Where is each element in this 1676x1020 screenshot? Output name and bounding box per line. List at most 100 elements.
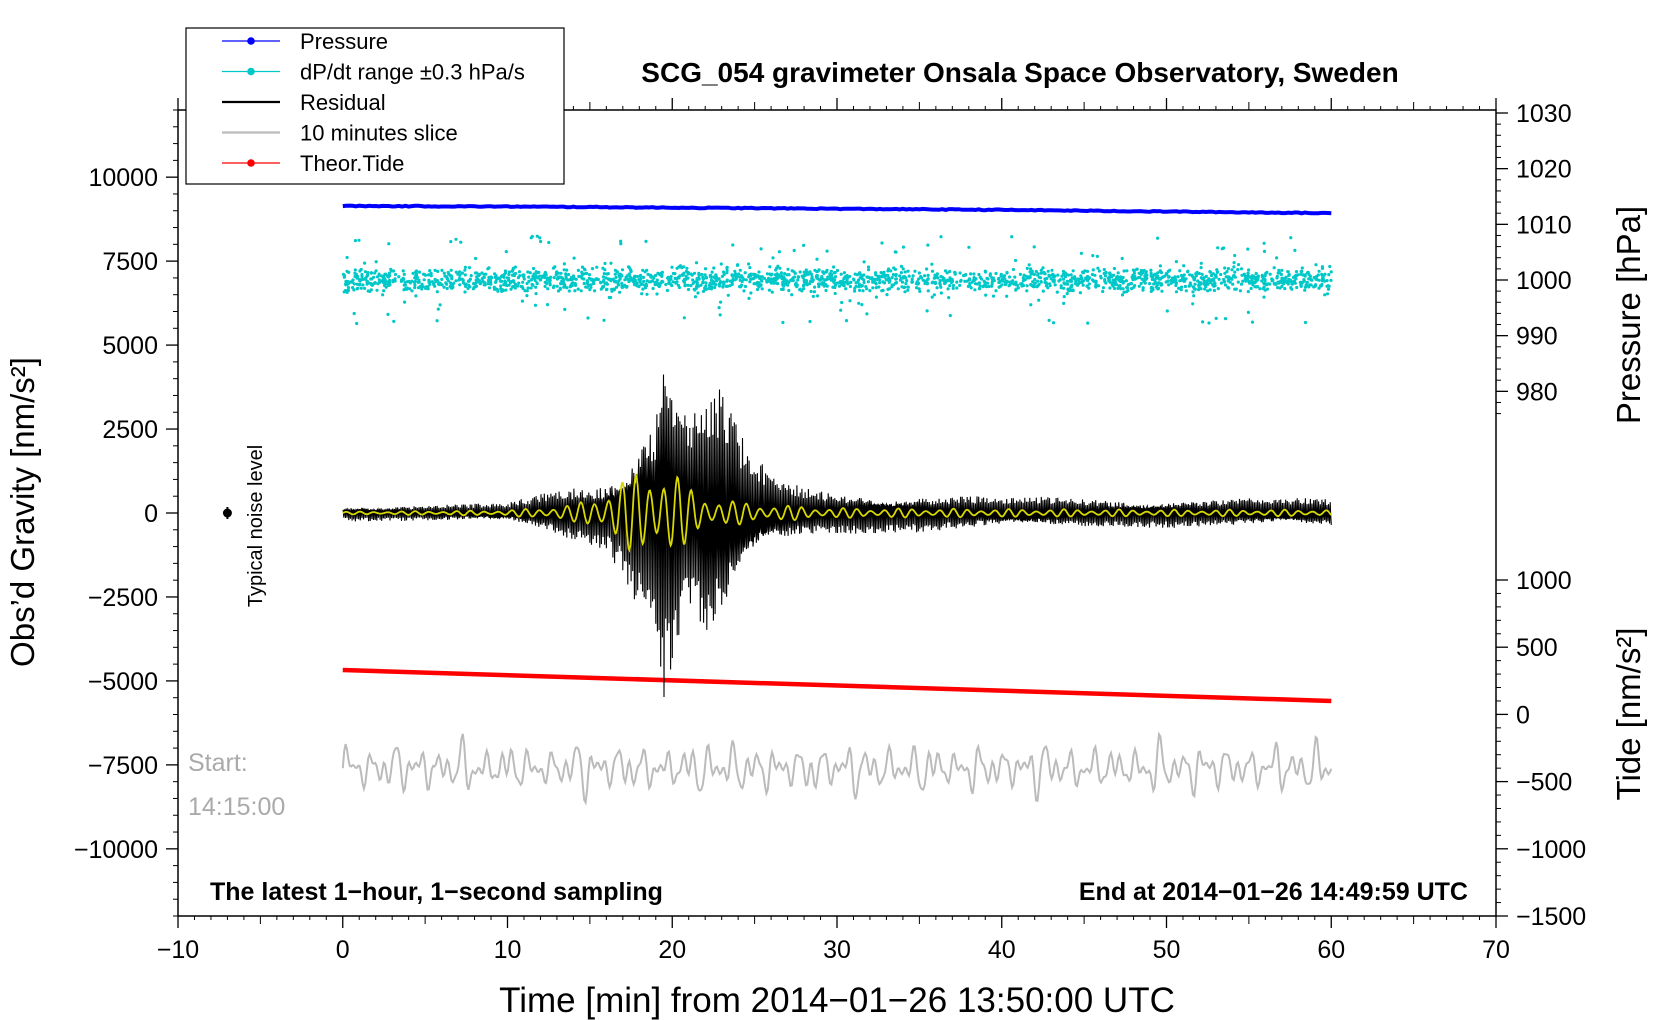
dpdt-point xyxy=(507,270,511,274)
dpdt-point xyxy=(743,284,748,289)
dpdt-point xyxy=(389,267,393,271)
dpdt-point xyxy=(1241,279,1245,283)
dpdt-point xyxy=(990,284,994,288)
dpdt-point xyxy=(809,272,814,276)
residual-line xyxy=(342,374,1332,698)
dpdt-point xyxy=(1000,277,1005,281)
dpdt-point xyxy=(1158,264,1162,268)
dpdt-point xyxy=(959,279,963,283)
dpdt-point xyxy=(890,283,894,287)
dpdt-point xyxy=(925,267,929,271)
dpdt-point xyxy=(824,288,828,293)
dpdt-point xyxy=(1170,276,1175,280)
slice-start-time: 14:15:00 xyxy=(188,793,285,821)
dpdt-point xyxy=(473,281,477,286)
dpdt-point xyxy=(673,276,677,280)
dpdt-point xyxy=(1061,277,1066,281)
dpdt-point xyxy=(831,285,835,289)
dpdt-point xyxy=(705,276,709,280)
pressure-tick-label: 1020 xyxy=(1516,156,1572,184)
dpdt-point xyxy=(1314,277,1318,281)
dpdt-point xyxy=(561,282,565,286)
dpdt-point xyxy=(820,275,824,279)
dpdt-point xyxy=(774,276,779,280)
dpdt-point xyxy=(369,277,373,281)
dpdt-point xyxy=(1030,269,1034,273)
dpdt-point xyxy=(628,278,632,282)
dpdt-point xyxy=(1308,276,1312,280)
dpdt-point xyxy=(722,282,726,286)
dpdt-point xyxy=(899,271,904,275)
dpdt-point xyxy=(642,279,646,283)
left-tick-label: 0 xyxy=(144,500,158,528)
dpdt-point xyxy=(554,273,558,277)
dpdt-point xyxy=(355,282,359,286)
dpdt-point xyxy=(527,279,531,283)
dpdt-point xyxy=(1215,270,1219,274)
dpdt-point xyxy=(725,266,729,270)
dpdt-point xyxy=(629,270,633,274)
dpdt-point xyxy=(770,277,774,281)
dpdt-point xyxy=(1141,288,1145,292)
dpdt-point xyxy=(842,271,847,275)
dpdt-point xyxy=(848,299,852,303)
dpdt-point xyxy=(886,287,890,291)
dpdt-point xyxy=(1080,277,1084,281)
dpdt-point xyxy=(1144,270,1148,274)
dpdt-point xyxy=(804,279,808,283)
dpdt-point xyxy=(674,281,678,285)
dpdt-point xyxy=(604,276,608,280)
dpdt-point xyxy=(1277,268,1281,272)
dpdt-point xyxy=(747,296,751,300)
dpdt-point xyxy=(460,277,464,281)
dpdt-point xyxy=(773,279,777,283)
dpdt-point xyxy=(627,266,632,270)
dpdt-point xyxy=(829,273,834,277)
dpdt-point xyxy=(935,276,940,280)
dpdt-point xyxy=(1278,286,1282,290)
dpdt-point xyxy=(701,280,705,284)
dpdt-point xyxy=(1272,282,1276,286)
dpdt-point xyxy=(570,278,574,282)
dpdt-point xyxy=(529,286,533,290)
dpdt-point xyxy=(1141,271,1145,275)
dpdt-point xyxy=(1139,268,1143,273)
dpdt-point xyxy=(813,285,817,289)
dpdt-point xyxy=(977,272,981,277)
dpdt-point xyxy=(403,280,407,284)
dpdt-point xyxy=(716,277,720,281)
dpdt-point xyxy=(1041,289,1045,293)
theoretical-tide-series xyxy=(342,667,1332,704)
dpdt-point xyxy=(617,274,621,278)
dpdt-point xyxy=(417,270,422,274)
dpdt-point xyxy=(979,277,984,281)
dpdt-point xyxy=(907,274,911,278)
dpdt-point xyxy=(892,266,896,270)
dpdt-point xyxy=(595,265,599,269)
dpdt-point xyxy=(1045,276,1049,281)
dpdt-point xyxy=(933,281,937,285)
dpdt-point xyxy=(363,261,367,265)
dpdt-point xyxy=(1287,273,1291,277)
dpdt-point xyxy=(620,274,624,278)
dpdt-point xyxy=(765,272,770,276)
dpdt-point xyxy=(500,288,504,292)
dpdt-point xyxy=(619,239,623,243)
dpdt-point xyxy=(461,280,465,285)
dpdt-point xyxy=(971,279,975,283)
dpdt-point xyxy=(1069,273,1073,277)
dpdt-point xyxy=(486,267,490,271)
dpdt-point xyxy=(798,288,802,292)
dpdt-point xyxy=(533,278,537,283)
dpdt-point xyxy=(564,274,568,278)
dpdt-point xyxy=(603,268,607,272)
dpdt-point xyxy=(958,271,962,275)
dpdt-point xyxy=(565,286,569,290)
dpdt-point xyxy=(1025,289,1029,293)
dpdt-point xyxy=(1201,320,1205,324)
pressure-line xyxy=(342,203,1332,216)
dpdt-point xyxy=(926,289,930,293)
dpdt-point xyxy=(802,243,806,247)
dpdt-point xyxy=(817,285,821,289)
dpdt-point xyxy=(681,273,685,277)
